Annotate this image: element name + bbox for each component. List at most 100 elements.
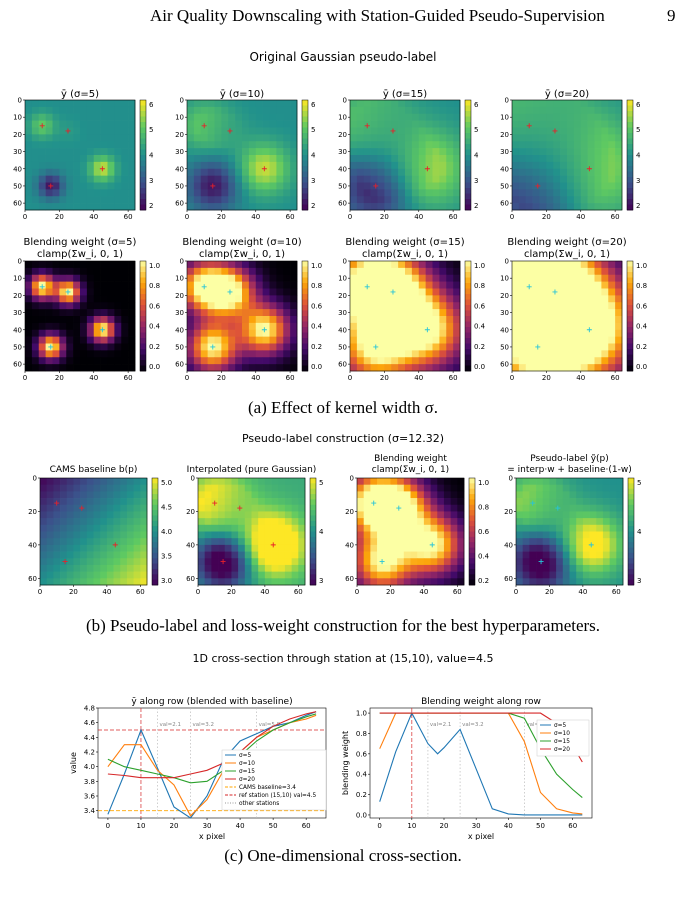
heatmap-cell <box>370 316 378 324</box>
heatmap-cell <box>25 182 33 190</box>
colorbar-segment <box>302 166 308 172</box>
heatmap-cell <box>580 127 588 135</box>
heatmap-cell <box>262 274 270 282</box>
heatmap-cell <box>73 478 81 486</box>
heatmap-cell <box>411 281 420 289</box>
heatmap-cell <box>512 302 520 310</box>
heatmap-cell <box>370 484 378 492</box>
colorbar-segment <box>140 188 146 194</box>
heatmap-cell <box>114 100 122 108</box>
heatmap-cell <box>377 551 385 559</box>
heatmap-cell <box>576 518 584 526</box>
heatmap-cell <box>411 106 420 115</box>
heatmap-cell <box>573 309 582 317</box>
heatmap-cell <box>542 491 550 499</box>
heatmap-cell <box>432 329 440 337</box>
station-marker <box>261 166 267 172</box>
heatmap-cell <box>66 113 74 121</box>
heatmap-cell <box>251 578 259 586</box>
heatmap-cell <box>377 203 385 211</box>
heatmap-cell <box>560 343 568 351</box>
heatmap-cell <box>405 357 413 365</box>
heatmap-cell <box>126 571 134 579</box>
heatmap-cell <box>66 182 74 190</box>
heatmap-cell <box>516 578 524 586</box>
heatmap-cell <box>580 168 588 176</box>
heatmap-cell <box>80 524 88 532</box>
heatmap-cell <box>512 155 520 163</box>
heatmap-cell <box>411 364 420 372</box>
heatmap-cell <box>391 100 399 108</box>
heatmap-cell <box>235 288 243 296</box>
heatmap-cell <box>45 100 53 108</box>
heatmap-cell <box>80 288 88 296</box>
heatmap-cell <box>423 551 431 559</box>
heatmap-cell <box>553 134 561 142</box>
heatmap-cell <box>113 484 121 492</box>
heatmap-cell <box>80 544 88 552</box>
heatmap-cell <box>187 329 195 337</box>
heatmap-cell <box>38 267 46 276</box>
colorbar: 543 <box>309 477 324 586</box>
heatmap-cell <box>602 478 610 486</box>
panel-subtitle: clamp(Σw_i, 0, 1) <box>37 249 123 260</box>
colorbar-segment <box>465 144 471 150</box>
heatmap-cell <box>31 155 40 163</box>
heatmap-cell <box>411 161 420 170</box>
heatmap-cell <box>200 155 208 163</box>
heatmap-cell <box>40 511 48 519</box>
heatmap-cell <box>235 295 243 303</box>
heatmap-cell <box>200 196 208 204</box>
y-tick-label: 40 <box>13 326 22 334</box>
colorbar-segment <box>465 261 471 267</box>
heatmap-cell <box>93 141 101 149</box>
heatmap-cell <box>350 261 358 269</box>
heatmap-cell <box>539 120 547 128</box>
heatmap-cell <box>384 189 392 197</box>
heatmap-cell <box>231 551 239 559</box>
heatmap-cell <box>562 544 570 552</box>
heatmap-cell <box>218 551 226 559</box>
heatmap-cell <box>46 564 54 572</box>
heatmap-cell <box>80 113 88 121</box>
colorbar-label: 4 <box>149 152 154 160</box>
heatmap-cell <box>350 127 358 135</box>
heatmap-cell <box>589 478 597 486</box>
y-tick-label: 30 <box>338 309 347 317</box>
heatmap-cell <box>539 281 547 289</box>
heatmap-cell <box>615 168 623 176</box>
heatmap-cell <box>40 531 48 539</box>
heatmap-cell <box>423 544 431 552</box>
heatmap-cell <box>430 544 438 552</box>
heatmap-cell <box>224 504 232 512</box>
heatmap-cell <box>258 504 266 512</box>
heatmap-cell <box>580 134 588 142</box>
heatmap-cell <box>114 203 122 211</box>
heatmap-cell <box>221 309 229 317</box>
colorbar-label: 3 <box>319 577 323 585</box>
colorbar-segment <box>465 160 471 167</box>
heatmap-cell <box>25 322 33 331</box>
heatmap-cell <box>242 261 250 269</box>
heatmap-cell <box>363 100 371 108</box>
heatmap-cell <box>221 134 229 142</box>
heatmap-cell <box>518 134 527 142</box>
heatmap-cell <box>377 316 385 324</box>
colorbar-segment <box>302 133 308 139</box>
heatmap-cell <box>573 281 582 289</box>
heatmap-cell <box>587 316 595 324</box>
heatmap-cell <box>457 491 465 499</box>
heatmap-cell <box>264 484 272 492</box>
heatmap-cell <box>589 504 597 512</box>
heatmap-cell <box>269 281 277 289</box>
heatmap-cell <box>262 357 270 365</box>
heatmap-cell <box>269 261 277 269</box>
heatmap-cell <box>580 155 588 163</box>
heatmap-cell <box>363 168 371 176</box>
heatmap-cell <box>255 316 263 324</box>
heatmap-cell <box>278 518 286 526</box>
colorbar-segment <box>627 305 633 311</box>
heatmap-cell <box>73 106 81 115</box>
heatmap-cell <box>405 336 413 344</box>
heatmap-cell <box>560 196 568 204</box>
